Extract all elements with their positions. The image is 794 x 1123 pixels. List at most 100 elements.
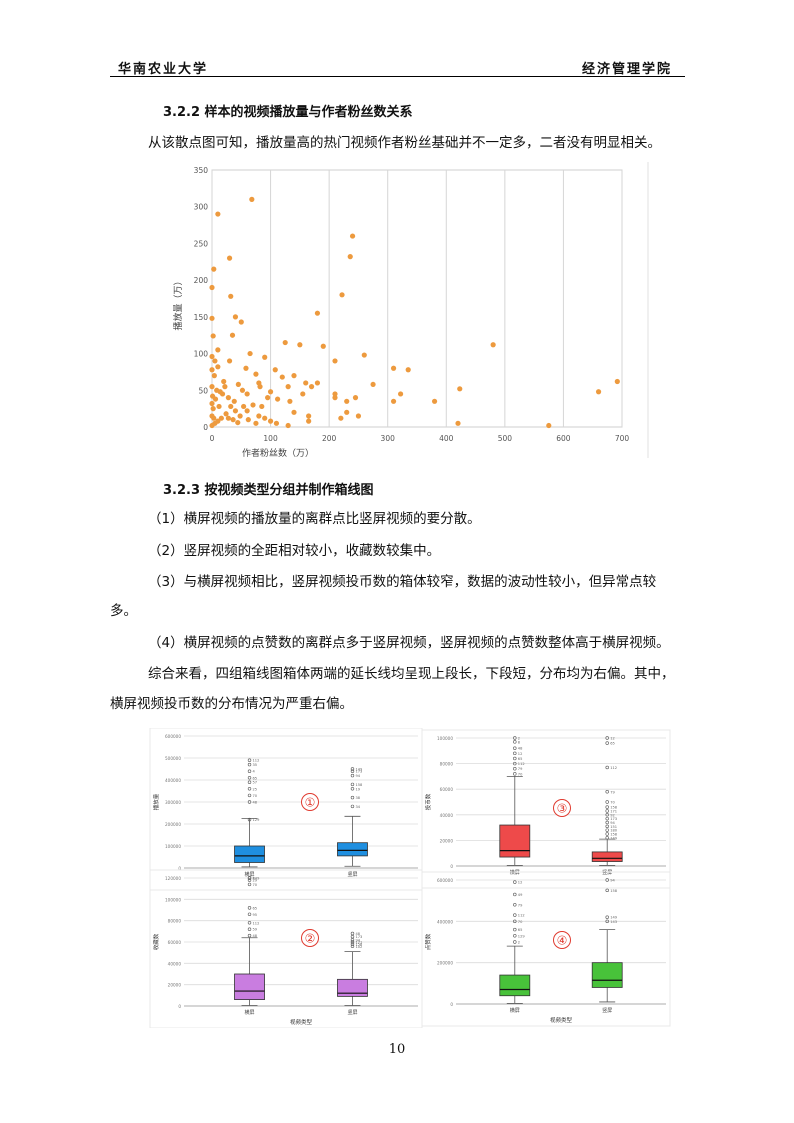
- scatter-point: [239, 387, 246, 393]
- scatter-point: [225, 415, 231, 421]
- scatter-point: [216, 403, 222, 410]
- y-tick-label: 80000: [440, 762, 454, 767]
- x-axis-label: 视频类型: [550, 1016, 573, 1024]
- y-tick-label: 200000: [437, 961, 453, 966]
- outlier-label: 171: [355, 941, 362, 945]
- scatter-point: [231, 398, 237, 404]
- outlier-label: 149: [253, 877, 261, 881]
- outlier-label: 35: [253, 763, 258, 767]
- category-label: 横屏: [245, 871, 255, 878]
- outlier-point: [605, 800, 609, 804]
- scatter-point: [349, 233, 356, 239]
- boxplot-panel: 020000400006000080000100000投币数7079112651…: [421, 729, 671, 889]
- y-tick-label: 0: [178, 1004, 181, 1009]
- scatter-point: [306, 418, 312, 424]
- outlier-point: [605, 809, 609, 813]
- box: [337, 842, 368, 857]
- scatter-point: [300, 391, 306, 397]
- scatter-point: [226, 358, 233, 364]
- scatter-point: [218, 415, 224, 421]
- outlier-point: [247, 912, 252, 916]
- outlier-point: [605, 765, 609, 770]
- scatter-point: [211, 415, 217, 421]
- outlier-point: [350, 940, 355, 944]
- y-tick-label: 0: [203, 423, 208, 432]
- y-tick-label: 500000: [165, 756, 181, 761]
- outlier-point: [513, 746, 517, 750]
- boxplot-panel: 0 200000 400000 600000 点赞数 2 129 65 70 112 79 49 12 横…: [421, 871, 671, 1027]
- header-left: 华南农业大学: [118, 62, 209, 77]
- scatter-point: [253, 420, 259, 426]
- outlier-label: 19: [355, 787, 360, 791]
- outlier-label: 171: [610, 809, 617, 813]
- scatter-point: [209, 422, 215, 429]
- scatter-point: [262, 415, 268, 421]
- outlier-point: [513, 736, 517, 740]
- box: [591, 962, 623, 988]
- outlier-label: 112: [518, 762, 525, 766]
- scatter-point: [306, 413, 312, 419]
- outlier-point: [513, 756, 517, 761]
- outlier-label: 59: [253, 928, 258, 932]
- outlier-point: [247, 780, 252, 784]
- y-tick-label: 40000: [440, 813, 454, 818]
- scatter-point: [262, 354, 268, 360]
- y-tick-label: 60000: [168, 940, 182, 945]
- x-tick-label: 500: [498, 434, 513, 443]
- y-axis-label: 播放量: [152, 793, 160, 810]
- y-tick-label: 400000: [437, 919, 453, 924]
- panel-number-circle: [553, 931, 571, 949]
- outlier-label: 173: [355, 770, 362, 774]
- scatter-point: [237, 413, 243, 419]
- scatter-point: [267, 389, 274, 395]
- scatter-point: [235, 419, 241, 426]
- scatter-point: [226, 255, 233, 261]
- scatter-point: [338, 415, 344, 421]
- scatter-point: [265, 395, 271, 401]
- panel-number: ①: [305, 796, 316, 810]
- panel-number: ④: [557, 934, 568, 948]
- category-label: 竖屏: [347, 1009, 357, 1016]
- scatter-point: [212, 358, 218, 364]
- box: [337, 978, 368, 997]
- outlier-label: 38: [355, 796, 360, 800]
- outlier-label: 2: [518, 737, 520, 741]
- outlier-label: 112: [253, 921, 260, 925]
- scatter-plot: 0 100 200 300 400 500 600 700 0 50 100 150 200 250 300…: [172, 162, 649, 459]
- outlier-label: 34: [355, 805, 360, 809]
- outlier-label: 65: [253, 776, 258, 780]
- outlier-label: 92: [610, 813, 615, 817]
- outlier-point: [513, 751, 517, 756]
- scatter-point: [245, 417, 251, 423]
- scatter-point: [229, 332, 236, 338]
- outlier-label: 79: [518, 767, 523, 771]
- outlier-label: 65: [610, 742, 615, 746]
- page-number: 10: [388, 1042, 406, 1057]
- outlier-label: 4: [253, 770, 256, 774]
- y-tick-label: 150: [194, 313, 209, 322]
- panel-number-circle: [301, 929, 319, 947]
- outlier-point: [350, 944, 355, 948]
- outlier-label: 8: [253, 877, 256, 881]
- box: [499, 974, 531, 997]
- y-axis-label: 收藏数: [152, 933, 160, 950]
- outlier-point: [247, 817, 252, 822]
- scatter-point: [355, 413, 362, 419]
- scatter-point: [209, 315, 215, 321]
- outlier-label: 173: [355, 935, 362, 939]
- outlier-point: [605, 736, 609, 740]
- y-tick-label: 0: [178, 866, 181, 871]
- y-tick-label: 100000: [437, 736, 453, 741]
- scatter-point: [244, 391, 250, 397]
- scatter-point: [275, 396, 281, 402]
- scatter-point: [253, 371, 259, 377]
- panel-number-circle: [553, 799, 571, 817]
- outlier-point: [350, 795, 355, 800]
- outlier-point: [247, 758, 252, 762]
- scatter-point: [249, 196, 255, 202]
- finding-3-cont: 多。: [110, 603, 137, 619]
- scatter-point: [235, 381, 241, 388]
- scatter-point: [285, 384, 291, 390]
- outlier-point: [247, 927, 252, 931]
- scatter-point: [431, 398, 438, 404]
